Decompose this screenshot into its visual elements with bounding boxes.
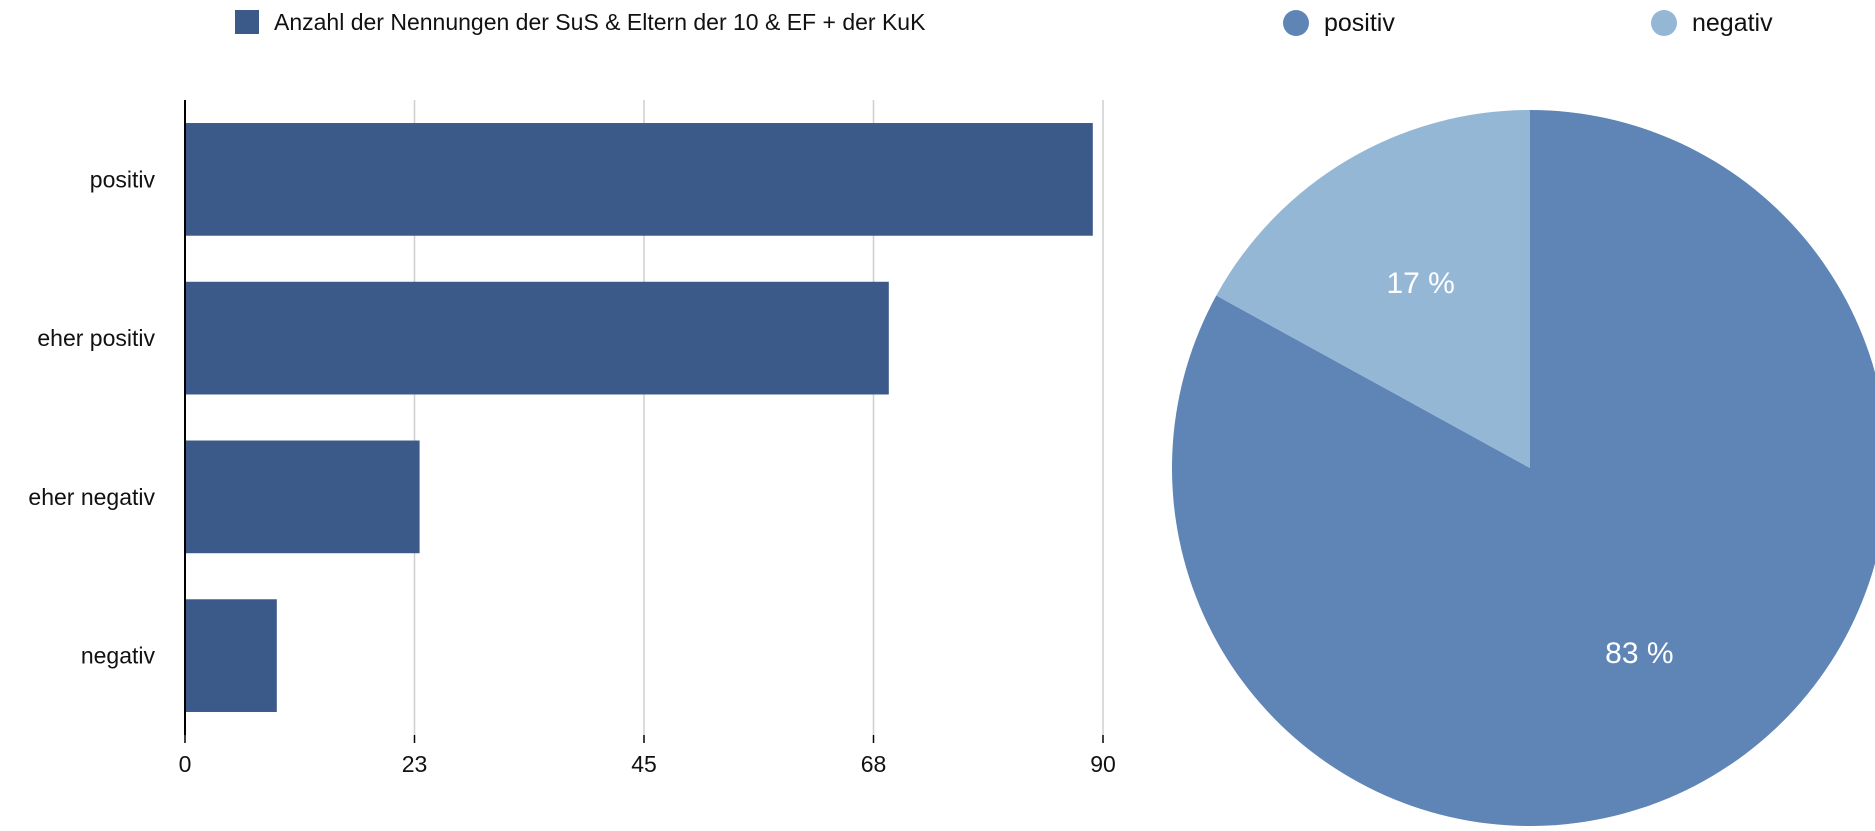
- bar-series: [185, 123, 1093, 712]
- bar-tick-label: 45: [631, 751, 657, 777]
- pie-legend: positiv negativ: [1283, 9, 1773, 37]
- bar-legend-swatch: [235, 10, 259, 34]
- bar-category-label: eher negativ: [28, 484, 155, 510]
- pie-legend-label: positiv: [1324, 9, 1395, 37]
- pie-slice-negativ: [1216, 110, 1530, 468]
- bar-category-labels: positiv eher positiv eher negativ negativ: [28, 166, 155, 668]
- bar-legend-label: Anzahl der Nennungen der SuS & Eltern de…: [274, 9, 926, 35]
- pie-value-label: 17 %: [1386, 267, 1454, 300]
- pie-legend-label: negativ: [1692, 9, 1773, 37]
- pie-slice-positiv: [1172, 110, 1875, 826]
- bar-legend: Anzahl der Nennungen der SuS & Eltern de…: [235, 9, 926, 35]
- bar-tick-label: 90: [1090, 751, 1116, 777]
- pie-value-label: 83 %: [1605, 637, 1673, 670]
- bar-tick-labels: 0 23 45 68 90: [179, 751, 1116, 777]
- pie-legend-marker: [1283, 10, 1309, 36]
- bar-tick-label: 23: [402, 751, 428, 777]
- bar-eher-positiv: [185, 281, 889, 395]
- bar-positiv: [185, 123, 1093, 236]
- pie-value-labels: 83 % 17 %: [1386, 267, 1673, 670]
- pie-slices: [1172, 110, 1875, 826]
- bar-tick-label: 68: [861, 751, 887, 777]
- pie-legend-marker: [1651, 10, 1677, 36]
- bar-category-label: eher positiv: [37, 325, 155, 351]
- bar-tick-label: 0: [179, 751, 192, 777]
- bar-category-label: negativ: [81, 643, 156, 669]
- bar-category-label: positiv: [90, 166, 156, 192]
- bar-negativ: [185, 599, 277, 712]
- bar-eher-negativ: [185, 440, 420, 554]
